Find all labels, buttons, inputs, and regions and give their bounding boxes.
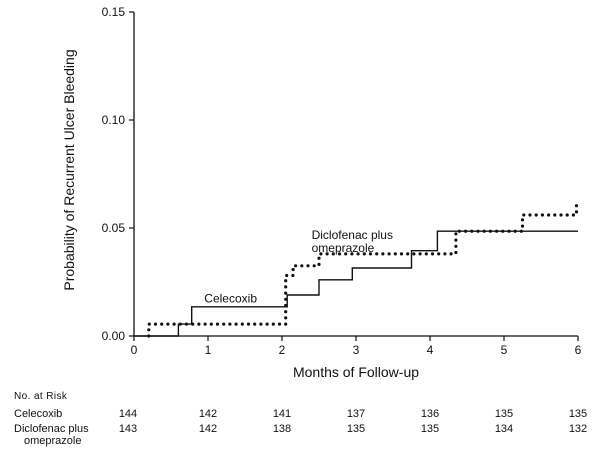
series-label: Diclofenac plus: [312, 228, 393, 242]
y-tick-label: 0.00: [102, 329, 126, 343]
risk-value: 132: [569, 423, 587, 435]
x-tick-label: 4: [427, 343, 434, 357]
x-tick-label: 3: [353, 343, 360, 357]
risk-row-label: Diclofenac plus: [14, 423, 89, 435]
risk-value: 135: [421, 423, 439, 435]
risk-row-label: Celecoxib: [14, 408, 62, 420]
risk-value: 135: [347, 423, 365, 435]
y-tick-label: 0.05: [102, 221, 126, 235]
risk-value: 136: [421, 408, 439, 420]
risk-value: 141: [273, 408, 291, 420]
risk-value: 138: [273, 423, 291, 435]
x-tick-label: 6: [575, 343, 582, 357]
x-tick-label: 0: [131, 343, 138, 357]
y-tick-label: 0.10: [102, 113, 126, 127]
axes: 0.00 0.05 0.10 0.15 0 1 2 3 4 5 6 Probability of Re…: [61, 5, 582, 380]
risk-table-header: No. at Risk: [14, 391, 68, 402]
x-tick-label: 5: [501, 343, 508, 357]
risk-table: No. at Risk Celecoxib 144 142 141 137 136 135 13…: [14, 391, 587, 447]
series-label: Celecoxib: [204, 292, 257, 306]
risk-value: 142: [199, 408, 217, 420]
x-tick-label: 2: [279, 343, 286, 357]
risk-value: 135: [495, 408, 513, 420]
y-tick-label: 0.15: [102, 5, 126, 19]
risk-value: 143: [119, 423, 137, 435]
risk-value: 144: [119, 408, 137, 420]
y-axis-title: Probability of Recurrent Ulcer Bleeding: [61, 49, 77, 290]
risk-value: 134: [495, 423, 513, 435]
risk-value: 142: [199, 423, 217, 435]
risk-value: 135: [569, 408, 587, 420]
risk-row-label: omeprazole: [24, 435, 81, 447]
x-tick-label: 1: [205, 343, 212, 357]
x-axis-title: Months of Follow-up: [293, 364, 419, 380]
risk-value: 137: [347, 408, 365, 420]
series-label: omeprazole: [312, 241, 375, 255]
